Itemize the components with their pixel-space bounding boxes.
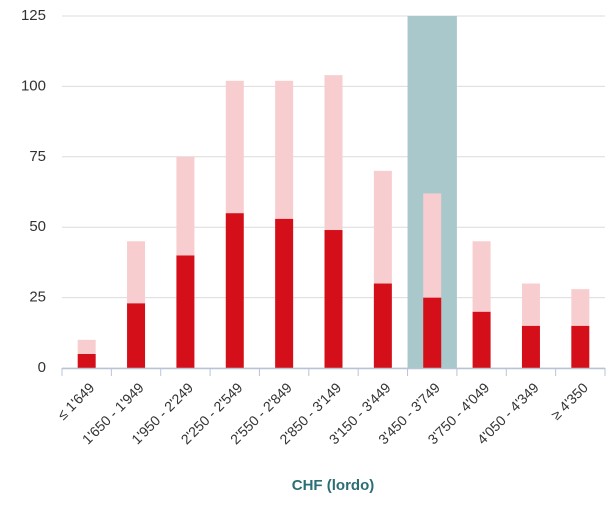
bar-segment <box>77 353 96 368</box>
bar-segment <box>176 156 195 256</box>
bar-segment <box>225 213 244 368</box>
bar-segment <box>571 325 590 368</box>
bar-segment <box>324 230 343 368</box>
bar-segment <box>373 170 392 284</box>
x-axis-title: CHF (lordo) <box>292 477 374 494</box>
bar-segment <box>275 80 294 219</box>
bar-segment <box>225 80 244 214</box>
bar-segment <box>472 241 491 312</box>
bar-segment <box>127 303 146 368</box>
bar-segment <box>77 339 96 354</box>
bar-segment <box>324 75 343 231</box>
bar-segment <box>521 325 540 368</box>
y-tick-label: 25 <box>29 289 46 306</box>
y-tick-label: 50 <box>29 218 46 235</box>
bar-segment <box>373 283 392 368</box>
y-tick-label: 100 <box>21 77 46 94</box>
x-tick-label: ≥ 4'350 <box>548 379 592 423</box>
bar-segment <box>521 283 540 326</box>
bar-segment <box>423 193 442 298</box>
bars <box>77 75 590 368</box>
bar-segment <box>423 297 442 368</box>
x-tick-label: ≤ 1'649 <box>54 379 98 423</box>
bar-segment <box>176 255 195 368</box>
bar-segment <box>127 241 146 304</box>
y-tick-label: 125 <box>21 7 46 24</box>
y-tick-label: 0 <box>38 359 46 376</box>
bar-segment <box>472 311 491 368</box>
y-tick-label: 75 <box>29 148 46 165</box>
bar-segment <box>571 289 590 326</box>
bar-segment <box>275 218 294 368</box>
